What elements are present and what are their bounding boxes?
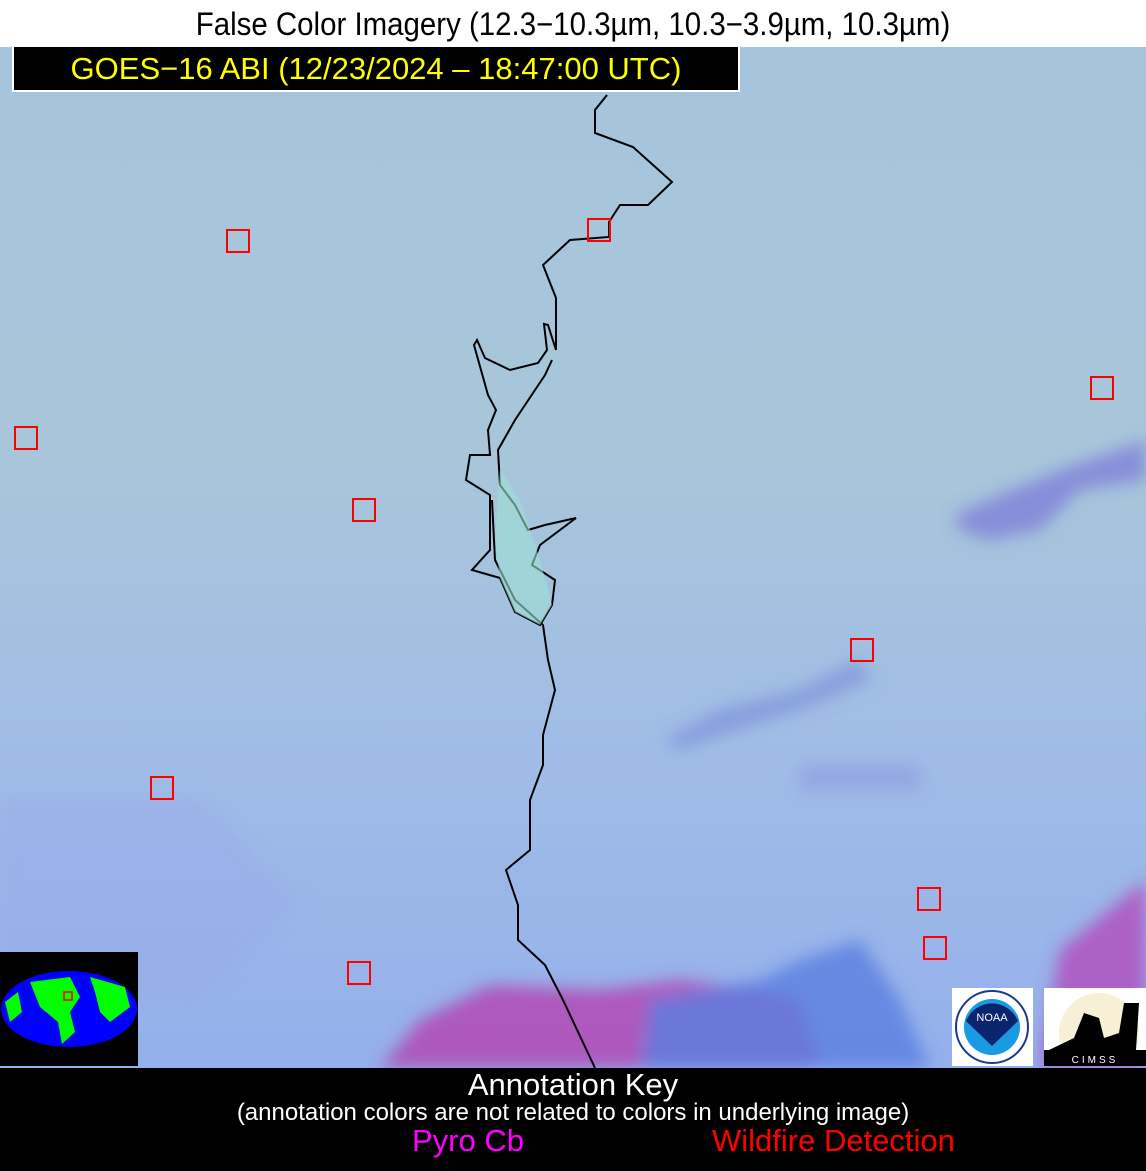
wildfire-detection-box bbox=[226, 229, 250, 253]
wildfire-detection-box bbox=[850, 638, 874, 662]
wildfire-detection-box bbox=[923, 936, 947, 960]
wildfire-detection-box bbox=[1090, 376, 1114, 400]
boundary-line bbox=[464, 94, 674, 1068]
legend-wildfire-detection: Wildfire Detection bbox=[712, 1123, 955, 1158]
annotation-key-title: Annotation Key bbox=[467, 1067, 679, 1102]
wildfire-detection-box bbox=[917, 887, 941, 911]
lake bbox=[495, 470, 552, 625]
globe-locator-icon bbox=[0, 952, 138, 1066]
imagery-overlay bbox=[0, 94, 1146, 1068]
svg-text:CIMSS: CIMSS bbox=[1072, 1055, 1119, 1066]
cloud-features bbox=[0, 440, 1146, 1068]
legend-pyro-cb: Pyro Cb bbox=[412, 1123, 524, 1158]
wildfire-detection-box bbox=[150, 776, 174, 800]
image-title: False Color Imagery (12.3−10.3µm, 10.3−3… bbox=[195, 6, 951, 42]
annotation-key-note: (annotation colors are not related to co… bbox=[236, 1099, 910, 1126]
wildfire-detection-box bbox=[347, 961, 371, 985]
cimss-logo: CIMSS bbox=[1044, 988, 1146, 1073]
wildfire-detection-box bbox=[587, 218, 611, 242]
svg-text:NOAA: NOAA bbox=[976, 1012, 1008, 1024]
noaa-logo: NOAA bbox=[952, 988, 1033, 1066]
wildfire-detection-box bbox=[352, 498, 376, 522]
wildfire-detections bbox=[14, 218, 1114, 985]
satellite-time-label: GOES−16 ABI (12/23/2024 – 18:47:00 UTC) bbox=[12, 47, 740, 92]
satellite-imagery bbox=[0, 47, 1146, 1068]
annotation-key: Annotation Key (annotation colors are no… bbox=[0, 1068, 1146, 1171]
wildfire-detection-box bbox=[14, 426, 38, 450]
